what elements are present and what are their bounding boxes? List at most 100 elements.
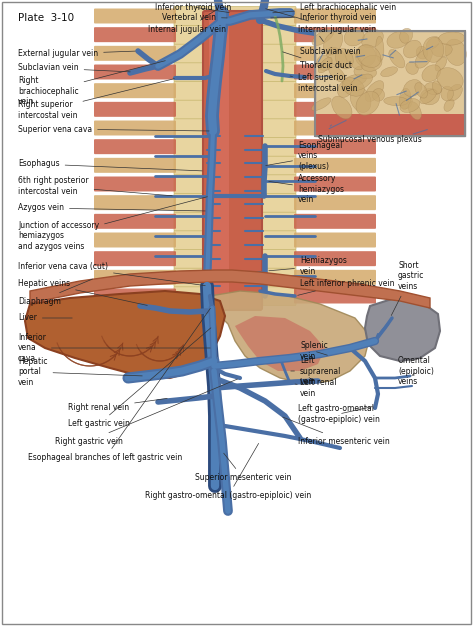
Text: Left superior
intercostal vein: Left superior intercostal vein [290, 73, 358, 93]
Ellipse shape [312, 29, 334, 46]
Text: Left gastro-omental
(gastro-epiploic) vein: Left gastro-omental (gastro-epiploic) ve… [298, 404, 380, 424]
FancyBboxPatch shape [94, 289, 176, 304]
Ellipse shape [423, 37, 444, 63]
FancyBboxPatch shape [94, 158, 176, 173]
FancyBboxPatch shape [294, 289, 376, 304]
FancyBboxPatch shape [94, 64, 176, 80]
Text: Hepatic veins: Hepatic veins [18, 279, 147, 305]
Ellipse shape [312, 98, 331, 111]
Text: Plate  3-10: Plate 3-10 [18, 13, 74, 23]
FancyBboxPatch shape [94, 139, 176, 154]
Ellipse shape [354, 66, 377, 79]
FancyBboxPatch shape [294, 102, 376, 117]
FancyBboxPatch shape [174, 137, 296, 156]
FancyBboxPatch shape [294, 64, 376, 80]
FancyBboxPatch shape [94, 46, 176, 61]
Text: Diaphragm: Diaphragm [18, 279, 92, 305]
FancyBboxPatch shape [203, 11, 262, 310]
FancyBboxPatch shape [174, 63, 296, 81]
Ellipse shape [338, 80, 354, 98]
FancyBboxPatch shape [94, 27, 176, 42]
FancyBboxPatch shape [94, 251, 176, 266]
Text: Inferior thyroid vein: Inferior thyroid vein [155, 3, 231, 13]
Ellipse shape [422, 65, 441, 82]
Text: Left
suprarenal
vein: Left suprarenal vein [291, 356, 342, 386]
FancyBboxPatch shape [174, 100, 296, 119]
FancyBboxPatch shape [294, 251, 376, 266]
Ellipse shape [445, 39, 466, 66]
FancyBboxPatch shape [294, 195, 376, 210]
Text: Accessory
hemiazygos
vein: Accessory hemiazygos vein [269, 174, 344, 204]
Polygon shape [315, 31, 465, 136]
Text: Liver: Liver [18, 314, 72, 322]
Ellipse shape [365, 81, 384, 101]
FancyBboxPatch shape [94, 102, 176, 117]
FancyBboxPatch shape [94, 120, 176, 135]
FancyBboxPatch shape [94, 9, 176, 24]
Ellipse shape [403, 80, 422, 96]
Text: Right gastro-omental (gastro-epiploic) vein: Right gastro-omental (gastro-epiploic) v… [145, 443, 311, 501]
Text: Subclavian vein: Subclavian vein [18, 63, 130, 73]
Ellipse shape [343, 74, 367, 86]
Polygon shape [25, 291, 225, 378]
Text: Superior mesenteric vein: Superior mesenteric vein [195, 453, 291, 483]
Text: Omental
(epiploic)
veins: Omental (epiploic) veins [398, 356, 434, 386]
Ellipse shape [356, 91, 379, 115]
FancyBboxPatch shape [174, 268, 296, 287]
Ellipse shape [416, 46, 428, 59]
Ellipse shape [350, 87, 371, 113]
Text: External jugular vein: External jugular vein [18, 49, 135, 58]
Ellipse shape [381, 67, 398, 76]
FancyBboxPatch shape [294, 120, 376, 135]
FancyBboxPatch shape [294, 139, 376, 154]
Text: Inferior thyroid vein: Inferior thyroid vein [271, 13, 376, 21]
Text: Submucosal venous plexus: Submucosal venous plexus [318, 135, 422, 143]
Ellipse shape [361, 55, 382, 71]
Ellipse shape [403, 40, 421, 58]
FancyBboxPatch shape [174, 249, 296, 268]
FancyBboxPatch shape [294, 270, 376, 285]
Ellipse shape [384, 96, 408, 106]
Text: Right
brachiocephalic
vein: Right brachiocephalic vein [18, 61, 165, 106]
Ellipse shape [438, 32, 465, 45]
Text: Subclavian vein: Subclavian vein [300, 36, 360, 56]
FancyBboxPatch shape [94, 214, 176, 229]
Ellipse shape [345, 51, 363, 70]
Text: Left gastric vein: Left gastric vein [68, 328, 211, 429]
FancyBboxPatch shape [94, 83, 176, 98]
Text: Azygos vein: Azygos vein [18, 203, 205, 212]
Polygon shape [365, 298, 440, 361]
Ellipse shape [415, 48, 432, 68]
FancyBboxPatch shape [294, 232, 376, 247]
Ellipse shape [332, 96, 352, 119]
Ellipse shape [376, 36, 384, 62]
Ellipse shape [408, 102, 421, 120]
FancyBboxPatch shape [94, 195, 176, 210]
Text: Hemiazygos
vein: Hemiazygos vein [269, 256, 347, 275]
FancyBboxPatch shape [94, 232, 176, 247]
Ellipse shape [324, 31, 343, 55]
Polygon shape [235, 316, 325, 371]
Polygon shape [315, 114, 465, 136]
FancyBboxPatch shape [94, 177, 176, 192]
FancyBboxPatch shape [174, 44, 296, 63]
FancyBboxPatch shape [294, 158, 376, 173]
Ellipse shape [406, 62, 418, 74]
FancyBboxPatch shape [174, 193, 296, 212]
Ellipse shape [329, 66, 345, 82]
Polygon shape [30, 270, 430, 308]
Text: Left inferior phrenic vein: Left inferior phrenic vein [298, 279, 394, 295]
FancyBboxPatch shape [174, 156, 296, 175]
Text: Inferior vena cava (cut): Inferior vena cava (cut) [18, 262, 205, 285]
Text: Splenic
vein: Splenic vein [300, 341, 328, 361]
Text: Left renal
vein: Left renal vein [295, 378, 336, 398]
FancyBboxPatch shape [294, 177, 376, 192]
Ellipse shape [344, 28, 364, 46]
FancyBboxPatch shape [294, 83, 376, 98]
Ellipse shape [318, 57, 332, 73]
Ellipse shape [435, 57, 447, 71]
Ellipse shape [399, 94, 412, 109]
Ellipse shape [400, 98, 420, 113]
Text: Internal jugular vein: Internal jugular vein [266, 9, 376, 34]
FancyBboxPatch shape [209, 12, 229, 309]
